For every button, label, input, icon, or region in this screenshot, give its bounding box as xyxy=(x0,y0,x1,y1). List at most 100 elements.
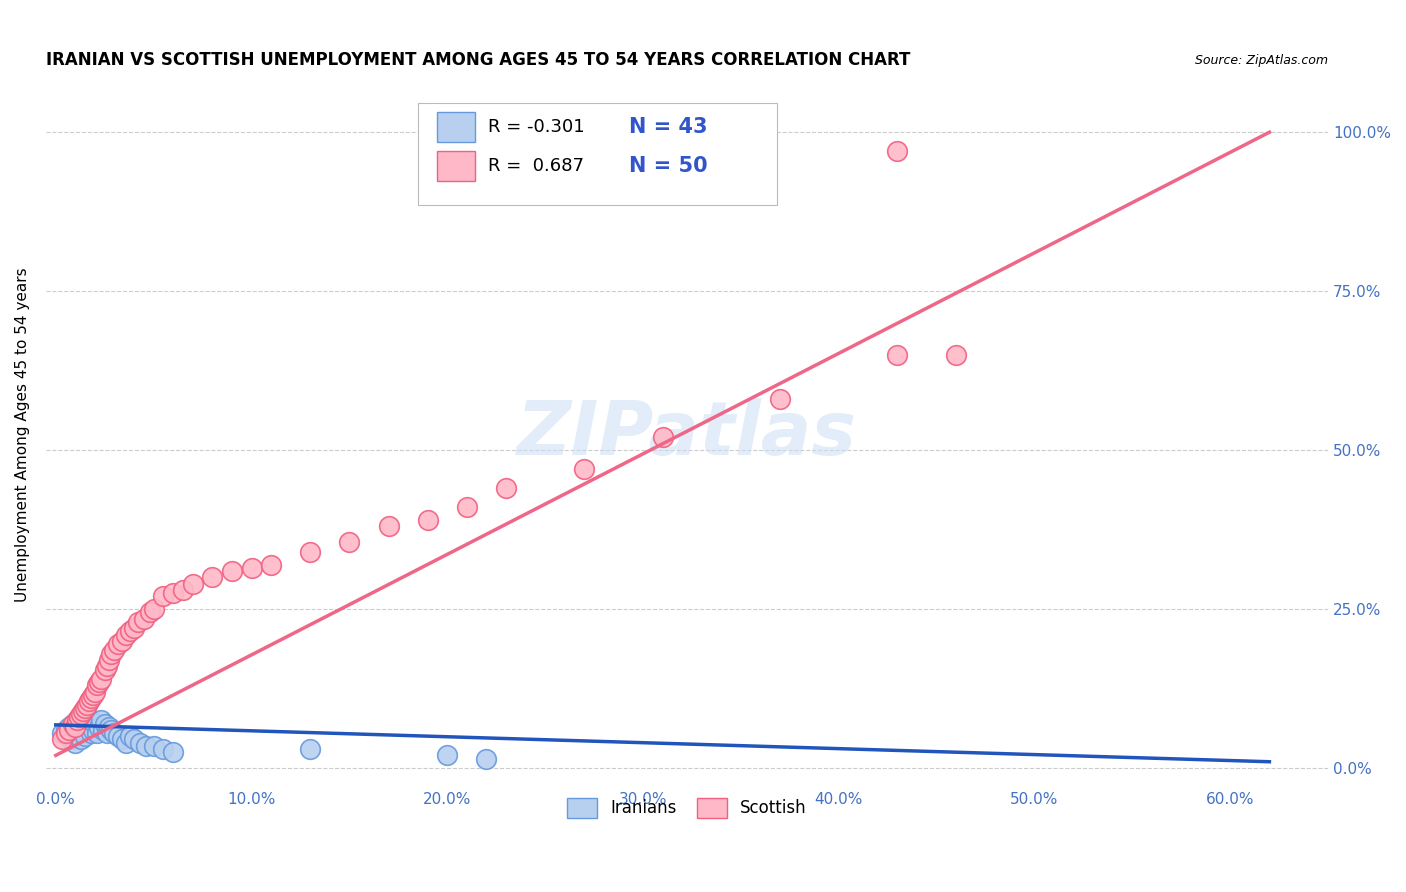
Point xyxy=(80,691,103,706)
Point xyxy=(82,688,104,702)
Point xyxy=(152,742,174,756)
Point xyxy=(55,726,77,740)
Point xyxy=(86,678,108,692)
Point xyxy=(87,675,110,690)
Point xyxy=(55,723,77,737)
Point xyxy=(51,726,73,740)
Point xyxy=(152,590,174,604)
Text: IRANIAN VS SCOTTISH UNEMPLOYMENT AMONG AGES 45 TO 54 YEARS CORRELATION CHART: IRANIAN VS SCOTTISH UNEMPLOYMENT AMONG A… xyxy=(46,51,910,69)
Point xyxy=(574,462,596,476)
Point xyxy=(65,720,87,734)
Point xyxy=(67,710,90,724)
Point xyxy=(84,685,107,699)
Point xyxy=(181,576,204,591)
Point xyxy=(75,700,97,714)
Point xyxy=(299,742,322,756)
Point xyxy=(107,637,129,651)
Point xyxy=(240,561,263,575)
Point xyxy=(260,558,283,572)
Point xyxy=(62,716,84,731)
Point xyxy=(436,748,458,763)
Point xyxy=(76,710,98,724)
Point xyxy=(129,736,152,750)
Point xyxy=(456,500,478,515)
Point xyxy=(299,545,322,559)
Point xyxy=(416,513,439,527)
Text: R =  0.687: R = 0.687 xyxy=(488,157,585,175)
Point xyxy=(120,729,142,743)
Point xyxy=(60,732,83,747)
Point xyxy=(886,348,908,362)
Legend: Iranians, Scottish: Iranians, Scottish xyxy=(561,791,814,825)
Point xyxy=(945,348,967,362)
Point xyxy=(56,729,79,743)
Point xyxy=(77,720,100,734)
Point xyxy=(337,535,360,549)
Point xyxy=(122,732,145,747)
Point xyxy=(67,726,90,740)
Point xyxy=(172,582,194,597)
Point xyxy=(66,714,89,728)
Text: Source: ZipAtlas.com: Source: ZipAtlas.com xyxy=(1195,54,1329,67)
Point xyxy=(201,570,224,584)
Point xyxy=(115,627,138,641)
Point xyxy=(111,732,134,747)
Point xyxy=(96,659,118,673)
FancyBboxPatch shape xyxy=(418,103,776,205)
Point xyxy=(76,698,98,712)
Point xyxy=(84,716,107,731)
Point xyxy=(70,720,93,734)
Point xyxy=(72,704,94,718)
Point xyxy=(93,716,115,731)
Point xyxy=(127,615,149,629)
FancyBboxPatch shape xyxy=(437,152,475,181)
Text: ZIPatlas: ZIPatlas xyxy=(517,398,858,471)
Point xyxy=(82,723,104,737)
Point xyxy=(80,726,103,740)
Point xyxy=(80,714,103,728)
Text: R = -0.301: R = -0.301 xyxy=(488,119,585,136)
Point xyxy=(132,612,155,626)
Point xyxy=(66,714,89,728)
Point xyxy=(77,694,100,708)
Point xyxy=(70,706,93,721)
Point xyxy=(107,729,129,743)
Point xyxy=(122,621,145,635)
Point xyxy=(91,723,114,737)
Point xyxy=(51,732,73,747)
Point xyxy=(58,720,80,734)
Point xyxy=(96,726,118,740)
Point xyxy=(65,736,87,750)
Point xyxy=(75,723,97,737)
Point xyxy=(135,739,157,753)
Point xyxy=(58,723,80,737)
Point xyxy=(65,723,87,737)
Point xyxy=(138,605,160,619)
Point xyxy=(62,716,84,731)
Point xyxy=(100,647,122,661)
Point xyxy=(103,643,125,657)
Point xyxy=(87,720,110,734)
Point xyxy=(142,739,165,753)
Point xyxy=(111,634,134,648)
Point xyxy=(120,624,142,639)
Point xyxy=(90,672,112,686)
Point xyxy=(115,736,138,750)
Text: N = 43: N = 43 xyxy=(630,117,707,137)
Y-axis label: Unemployment Among Ages 45 to 54 years: Unemployment Among Ages 45 to 54 years xyxy=(15,267,30,601)
Point xyxy=(886,145,908,159)
Point xyxy=(93,663,115,677)
Point xyxy=(100,723,122,737)
Point xyxy=(86,726,108,740)
FancyBboxPatch shape xyxy=(437,112,475,142)
Point xyxy=(495,481,517,495)
Point xyxy=(651,430,673,444)
Point xyxy=(103,726,125,740)
Point xyxy=(769,392,792,407)
Point xyxy=(475,751,498,765)
Point xyxy=(162,745,184,759)
Point xyxy=(75,729,97,743)
Point xyxy=(162,586,184,600)
Point xyxy=(97,653,120,667)
Point xyxy=(70,732,93,747)
